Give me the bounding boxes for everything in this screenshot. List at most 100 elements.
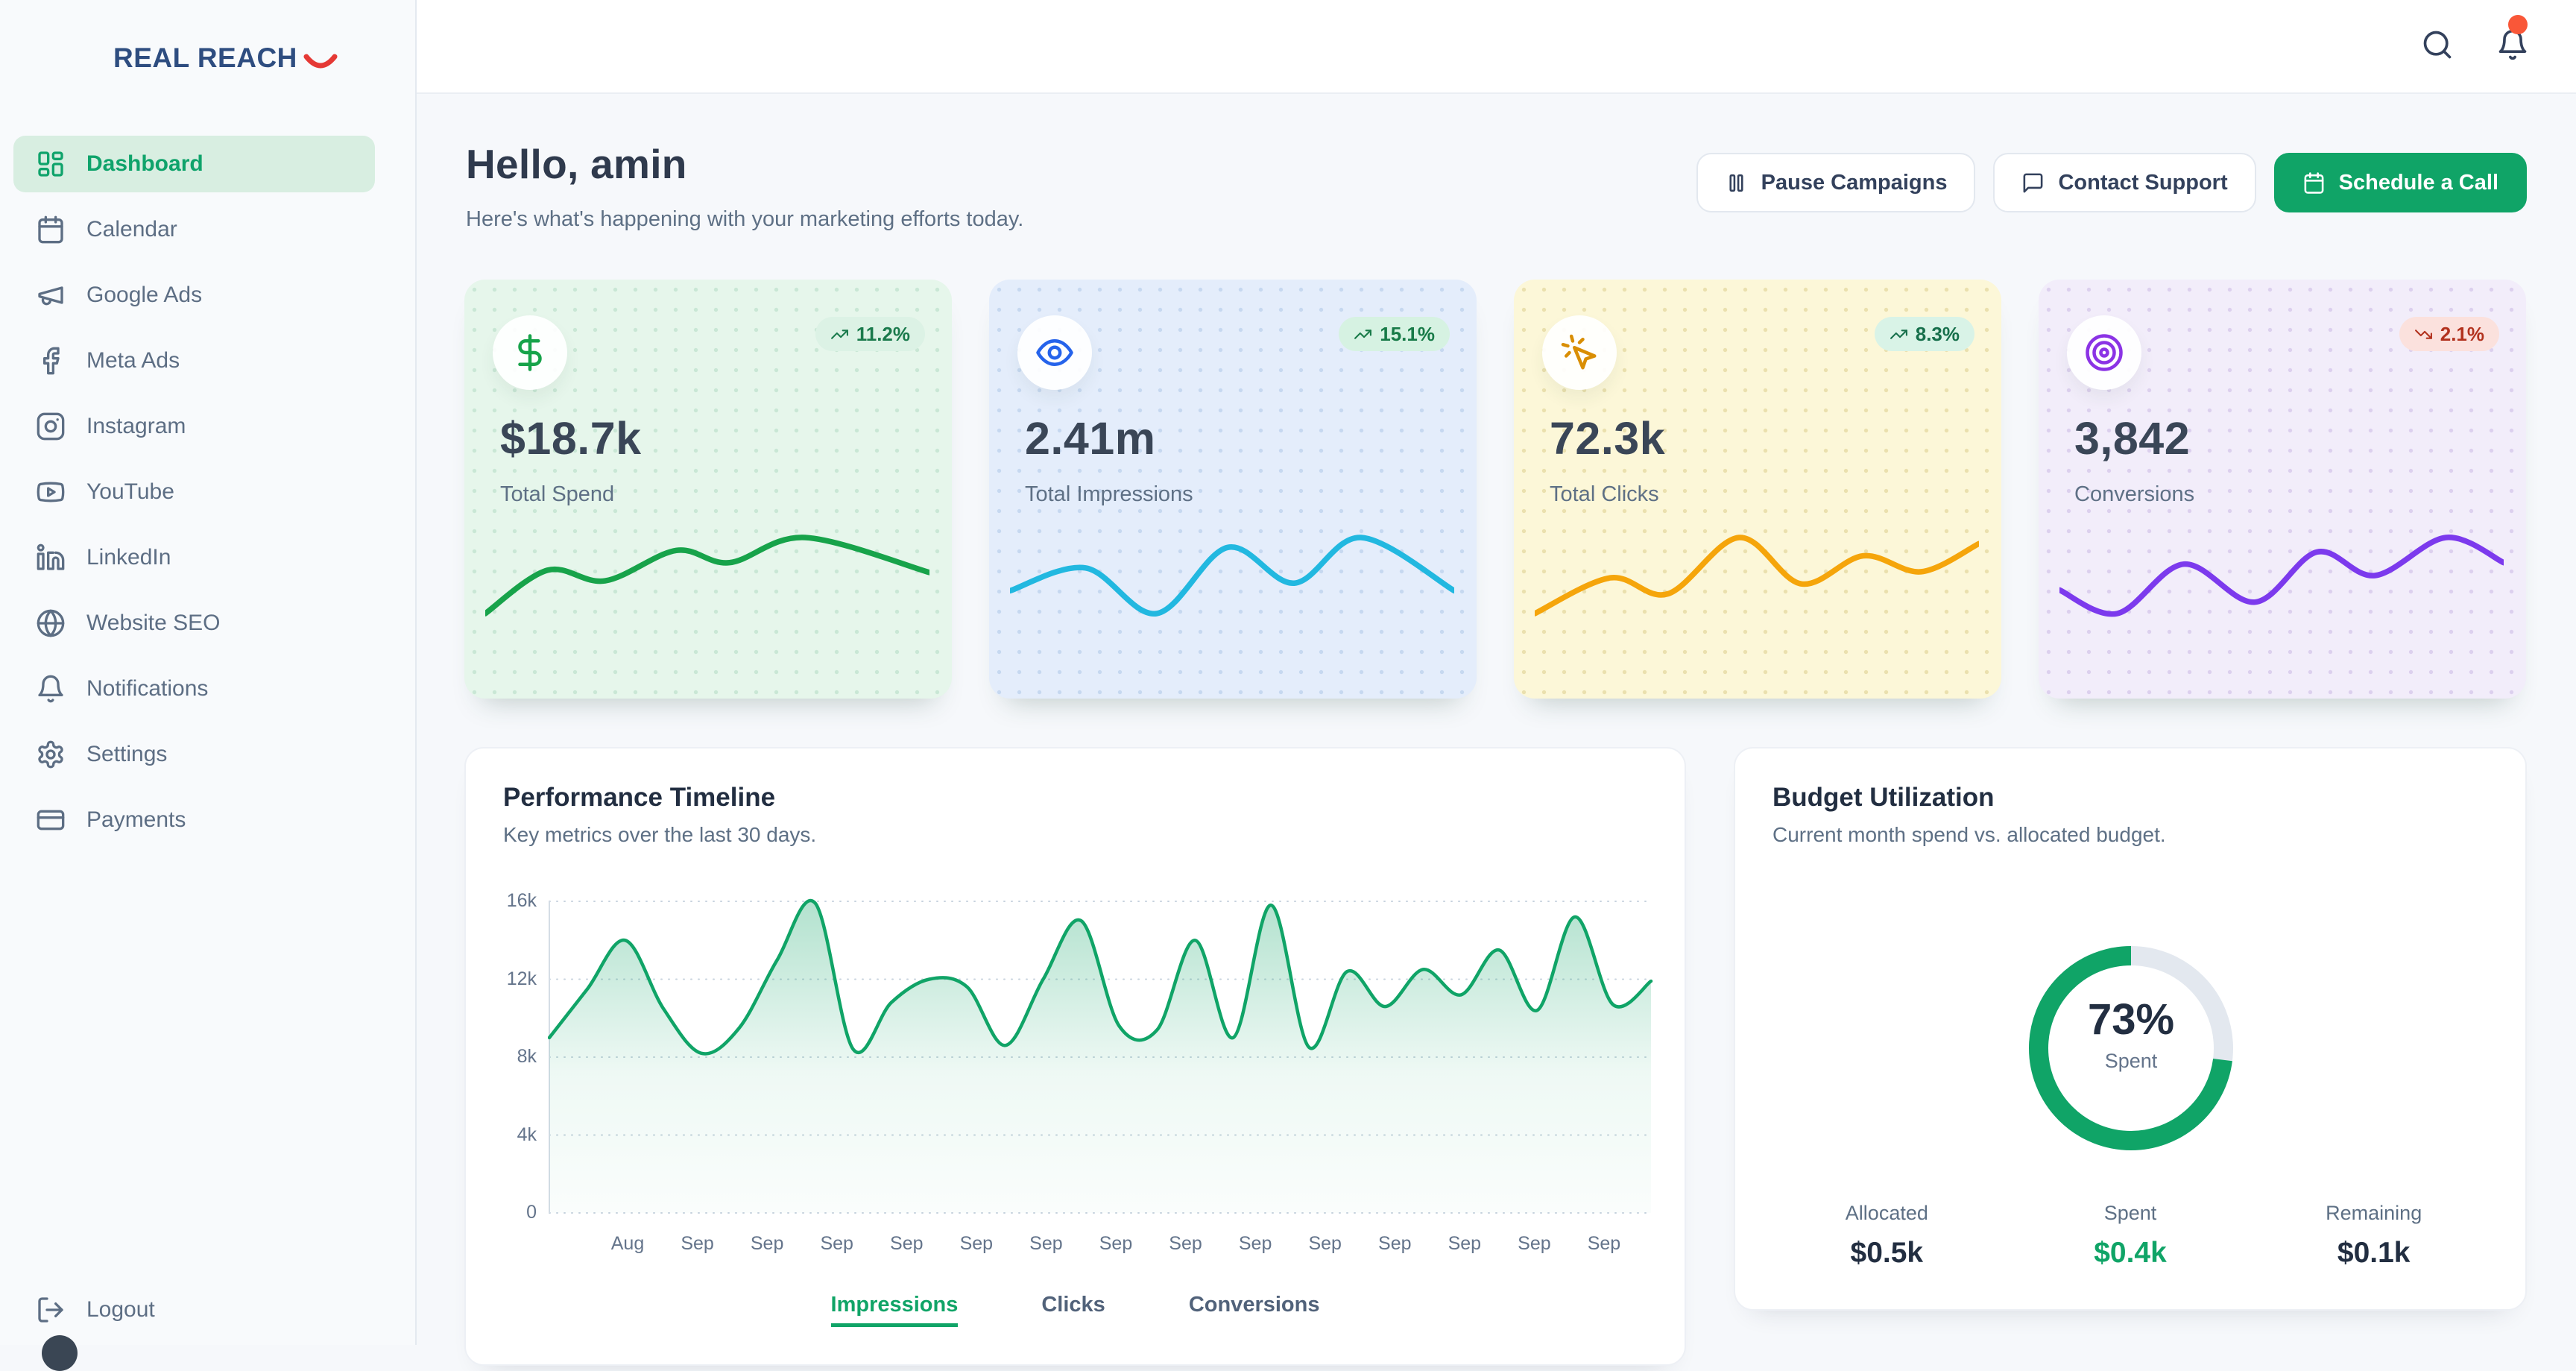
budget-stat-label: Remaining [2326, 1202, 2422, 1224]
sparkline-chart [2059, 535, 2504, 617]
trend-badge: 15.1% [1339, 317, 1450, 351]
stat-icon-circle [493, 315, 567, 390]
stat-card-conversions: 2.1% 3,842 Conversions [2039, 280, 2526, 699]
sidebar-item-notifications[interactable]: Notifications [13, 661, 375, 717]
logout-icon [36, 1295, 66, 1325]
x-tick-label: Sep [1169, 1233, 1202, 1254]
stat-label: Total Spend [500, 482, 615, 506]
x-tick-label: Sep [1238, 1233, 1272, 1254]
dollar-icon [510, 332, 550, 373]
chat-icon [2021, 171, 2045, 195]
sidebar-item-label: Google Ads [86, 283, 203, 307]
budget-stat-value: $0.5k [1850, 1237, 1924, 1269]
megaphone-icon [36, 280, 66, 310]
dashboard-icon [36, 149, 66, 179]
budget-stat-remaining: Remaining $0.1k [2252, 1202, 2496, 1270]
trend-badge-value: 8.3% [1915, 322, 1960, 345]
performance-title: Performance Timeline [503, 783, 776, 812]
sidebar-item-label: Payments [86, 807, 186, 832]
stat-cards-row: 11.2% $18.7k Total Spend 15.1% 2.41m Total Im… [464, 280, 2527, 699]
avatar[interactable] [42, 1335, 78, 1371]
schedule-a-call-button[interactable]: Schedule a Call [2273, 153, 2527, 212]
stat-card-total-spend: 11.2% $18.7k Total Spend [464, 280, 952, 699]
stat-label: Total Impressions [1025, 482, 1193, 506]
stat-value: 2.41m [1025, 413, 1156, 464]
sparkline-chart [1010, 535, 1454, 617]
calendar-icon [36, 215, 66, 245]
trend-up-icon [1354, 325, 1372, 344]
stat-icon-circle [2067, 315, 2141, 390]
sidebar-item-label: Notifications [86, 676, 209, 701]
y-tick-label: 12k [506, 968, 537, 989]
budget-donut-chart [2029, 946, 2233, 1150]
sidebar-item-youtube[interactable]: YouTube [13, 464, 375, 520]
performance-timeline-card: Performance Timeline Key metrics over th… [464, 747, 1686, 1366]
stat-label: Total Clicks [1550, 482, 1659, 506]
page-subtitle: Here's what's happening with your market… [466, 207, 1024, 231]
sidebar-item-label: Website SEO [86, 611, 221, 635]
trend-badge: 2.1% [2399, 317, 2499, 351]
sidebar-item-instagram[interactable]: Instagram [13, 398, 375, 455]
x-tick-label: Sep [1587, 1233, 1621, 1254]
sidebar-item-website-seo[interactable]: Website SEO [13, 595, 375, 652]
stat-card-total-clicks: 8.3% 72.3k Total Clicks [1514, 280, 2001, 699]
stat-icon-circle [1017, 315, 1092, 390]
performance-subtitle: Key metrics over the last 30 days. [503, 823, 817, 846]
contact-support-button[interactable]: Contact Support [1993, 153, 2256, 212]
eye-icon [1035, 332, 1075, 373]
stat-value: $18.7k [500, 413, 642, 464]
sidebar-item-label: Dashboard [86, 151, 203, 176]
linkedin-icon [36, 543, 66, 573]
sidebar-item-dashboard[interactable]: Dashboard [13, 136, 375, 192]
page-greeting: Hello, amin [466, 141, 687, 187]
logout-label: Logout [86, 1297, 155, 1322]
sidebar-item-calendar[interactable]: Calendar [13, 201, 375, 258]
legend-item-conversions[interactable]: Conversions [1188, 1293, 1320, 1317]
legend-item-impressions[interactable]: Impressions [830, 1293, 959, 1327]
search-icon[interactable] [2421, 28, 2454, 61]
legend-item-clicks[interactable]: Clicks [1041, 1293, 1105, 1317]
stat-card-total-impressions: 15.1% 2.41m Total Impressions [989, 280, 1477, 699]
smile-arc-icon [303, 52, 338, 75]
budget-stat-allocated: Allocated $0.5k [1765, 1202, 2009, 1270]
sparkline-chart [1535, 535, 1979, 617]
x-tick-label: Sep [1099, 1233, 1133, 1254]
header-actions: Pause Campaigns Contact Support Schedule a… [1696, 153, 2527, 212]
sidebar-item-label: LinkedIn [86, 545, 171, 570]
budget-stat-value: $0.1k [2337, 1237, 2411, 1269]
stat-label: Conversions [2074, 482, 2195, 506]
sidebar-item-linkedin[interactable]: LinkedIn [13, 529, 375, 586]
target-icon [2084, 332, 2124, 373]
sidebar: REAL REACH Dashboard Calendar Google Ads Me… [0, 0, 417, 1371]
facebook-icon [36, 346, 66, 376]
bell-icon[interactable] [2496, 28, 2529, 61]
trend-up-icon [1890, 325, 1908, 344]
trend-badge: 8.3% [1874, 317, 1974, 351]
cursor-click-icon [1559, 332, 1600, 373]
brand-logo[interactable]: REAL REACH [113, 42, 338, 75]
sidebar-logout[interactable]: Logout [13, 1282, 375, 1338]
budget-title: Budget Utilization [1772, 783, 1995, 812]
sidebar-item-settings[interactable]: Settings [13, 726, 375, 783]
sidebar-item-google-ads[interactable]: Google Ads [13, 267, 375, 324]
x-tick-label: Aug [610, 1233, 645, 1254]
sidebar-item-label: Calendar [86, 217, 177, 242]
brand-name: REAL REACH [113, 42, 297, 73]
notification-dot [2508, 15, 2528, 34]
performance-area-chart [548, 899, 1653, 1214]
youtube-icon [36, 477, 66, 507]
trend-badge-value: 2.1% [2440, 322, 2484, 345]
bell-icon [36, 674, 66, 704]
x-tick-label: Sep [1378, 1233, 1412, 1254]
sidebar-item-meta-ads[interactable]: Meta Ads [13, 332, 375, 389]
gear-icon [36, 740, 66, 769]
calendar-icon [2302, 171, 2326, 195]
stat-value: 72.3k [1550, 413, 1666, 464]
pause-campaigns-button[interactable]: Pause Campaigns [1696, 153, 1976, 212]
sidebar-item-label: Instagram [86, 414, 186, 438]
budget-stat-value: $0.4k [2094, 1237, 2167, 1269]
y-tick-label: 8k [517, 1046, 537, 1067]
sidebar-item-payments[interactable]: Payments [13, 792, 375, 848]
budget-utilization-card: Budget Utilization Current month spend v… [1734, 747, 2527, 1311]
x-tick-label: Sep [959, 1233, 994, 1254]
